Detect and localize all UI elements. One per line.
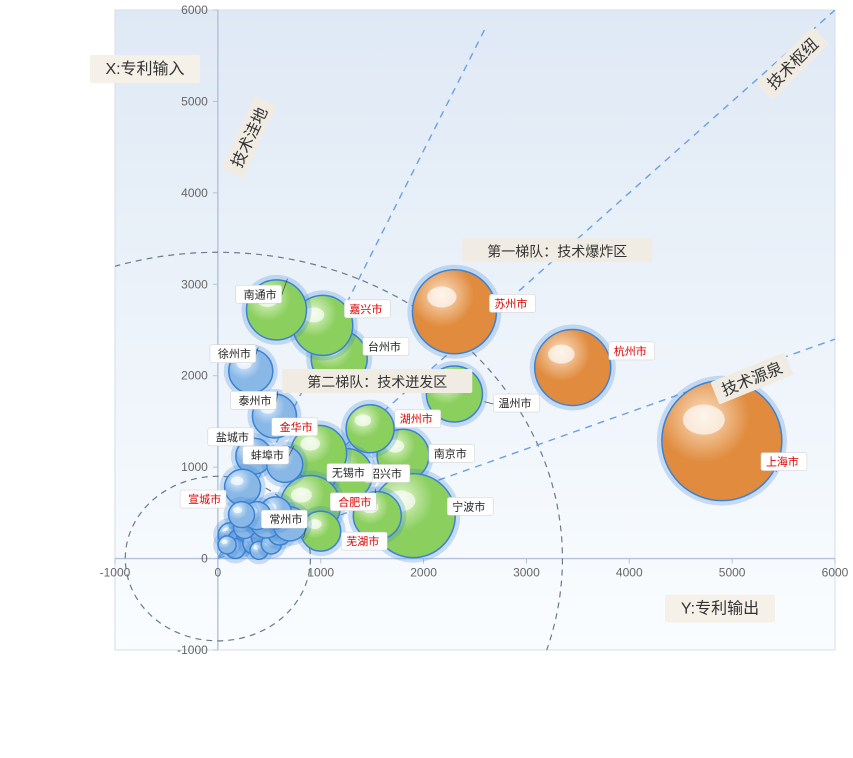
svg-text:2000: 2000	[181, 369, 208, 383]
svg-text:4000: 4000	[181, 186, 208, 200]
svg-text:蚌埠市: 蚌埠市	[251, 448, 284, 462]
svg-text:第一梯队：技术爆炸区: 第一梯队：技术爆炸区	[487, 243, 627, 259]
svg-text:6000: 6000	[822, 566, 849, 580]
svg-text:6000: 6000	[181, 3, 208, 17]
svg-text:3000: 3000	[513, 566, 540, 580]
svg-text:杭州市: 杭州市	[614, 344, 647, 358]
svg-text:苏州市: 苏州市	[494, 296, 527, 310]
svg-text:泰州市: 泰州市	[238, 393, 271, 407]
svg-text:盐城市: 盐城市	[216, 430, 249, 444]
svg-text:0: 0	[215, 566, 222, 580]
svg-text:徐州市: 徐州市	[218, 347, 251, 361]
svg-text:无锡市: 无锡市	[332, 466, 365, 480]
svg-text:0: 0	[201, 552, 208, 566]
svg-text:4000: 4000	[616, 566, 643, 580]
svg-text:金华市: 金华市	[280, 420, 313, 434]
chart-svg: -10000100020003000400050006000-100001000…	[0, 0, 853, 758]
svg-text:Y:专利输出: Y:专利输出	[681, 600, 759, 618]
svg-text:芜湖市: 芜湖市	[346, 534, 379, 548]
svg-text:第二梯队：技术迸发区: 第二梯队：技术迸发区	[307, 374, 447, 390]
svg-text:1000: 1000	[181, 460, 208, 474]
svg-text:台州市: 台州市	[368, 339, 401, 353]
svg-text:X:专利输入: X:专利输入	[105, 60, 184, 78]
svg-text:南通市: 南通市	[244, 287, 277, 301]
svg-text:2000: 2000	[410, 566, 437, 580]
svg-text:宣城市: 宣城市	[188, 492, 221, 506]
svg-text:-1000: -1000	[177, 643, 208, 657]
svg-text:3000: 3000	[181, 277, 208, 291]
svg-text:南京市: 南京市	[434, 446, 467, 460]
svg-text:温州市: 温州市	[499, 396, 532, 410]
svg-text:5000: 5000	[181, 94, 208, 108]
svg-text:嘉兴市: 嘉兴市	[349, 302, 382, 316]
svg-text:绍兴市: 绍兴市	[369, 466, 402, 480]
svg-text:5000: 5000	[719, 566, 746, 580]
svg-text:宁波市: 宁波市	[452, 499, 485, 513]
svg-text:上海市: 上海市	[766, 455, 799, 469]
bubble-chart: -10000100020003000400050006000-100001000…	[0, 0, 853, 758]
svg-text:合肥市: 合肥市	[338, 495, 371, 509]
svg-text:湖州市: 湖州市	[400, 412, 433, 426]
svg-text:常州市: 常州市	[269, 512, 302, 526]
svg-text:1000: 1000	[307, 566, 334, 580]
